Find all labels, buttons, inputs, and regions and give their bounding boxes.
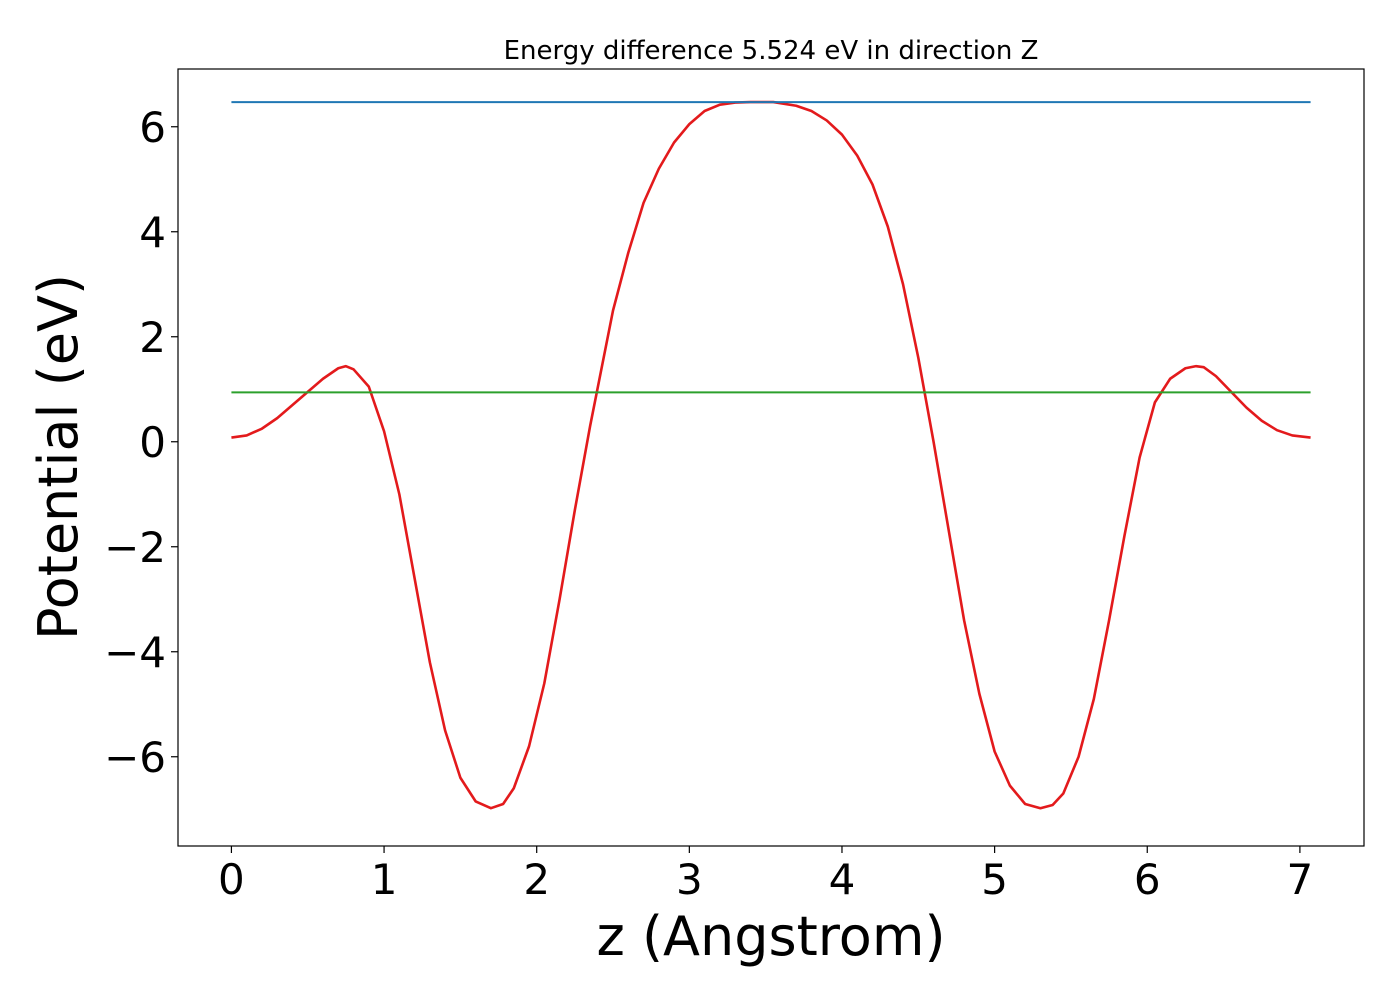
x-tick-label: 0 (218, 855, 245, 904)
x-tick-label: 1 (371, 855, 398, 904)
y-tick-label: 4 (139, 208, 166, 257)
y-tick-label: −6 (104, 733, 166, 782)
x-tick-label: 5 (981, 855, 1008, 904)
series-layer (231, 100, 1311, 810)
x-tick-label: 2 (523, 855, 550, 904)
y-tick-label: 0 (139, 418, 166, 467)
x-tick-label: 7 (1287, 855, 1314, 904)
x-tick-label: 3 (676, 855, 703, 904)
x-tick-label: 4 (829, 855, 856, 904)
x-ticks: 0 1 2 3 4 5 6 7 (218, 846, 1313, 904)
y-tick-label: −4 (104, 628, 166, 677)
plot-frame (177, 68, 1365, 847)
y-axis-label: Potential (eV) (27, 274, 90, 640)
y-tick-label: 2 (139, 313, 166, 362)
x-tick-label: 6 (1134, 855, 1161, 904)
chart-title: Energy difference 5.524 eV in direction … (504, 36, 1039, 66)
y-tick-label: 6 (139, 103, 166, 152)
y-ticks: −6 −4 −2 0 2 4 6 (104, 103, 178, 782)
x-axis-label: z (Angstrom) (596, 905, 945, 968)
y-tick-label: −2 (104, 523, 166, 572)
